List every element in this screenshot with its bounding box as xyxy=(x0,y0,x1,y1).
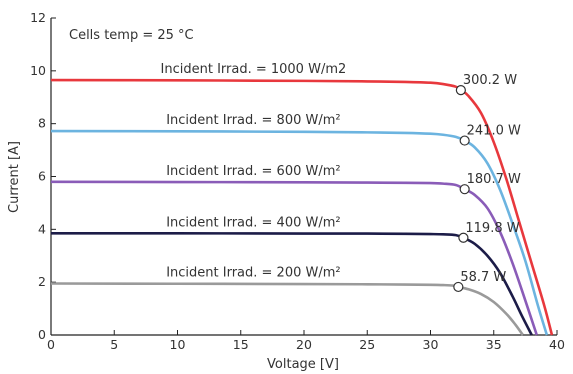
mpp-label-4: 58.7 W xyxy=(460,270,506,285)
x-tick-label: 25 xyxy=(359,337,375,352)
series-lines xyxy=(50,78,554,336)
series-label-2: Incident Irrad. = 600 W/m² xyxy=(166,164,340,179)
x-tick-label: 35 xyxy=(486,337,502,352)
mpp-label-3: 119.8 W xyxy=(465,221,519,236)
x-tick-label: 10 xyxy=(170,337,186,352)
series-label-1: Incident Irrad. = 800 W/m² xyxy=(166,113,340,128)
temperature-annotation: Cells temp = 25 °C xyxy=(69,28,194,43)
x-axis-title: Voltage [V] xyxy=(267,357,339,372)
mpp-marker-2 xyxy=(459,184,470,195)
series-line-2 xyxy=(50,180,538,336)
series-line-1 xyxy=(50,129,549,336)
mpp-label-0: 300.2 W xyxy=(463,73,517,88)
mpp-marker-3 xyxy=(458,232,469,243)
x-tick-label: 5 xyxy=(110,337,118,352)
y-tick-label: 10 xyxy=(30,63,46,78)
y-tick-label: 12 xyxy=(30,10,46,25)
x-tick-label: 40 xyxy=(549,337,565,352)
series-label-3: Incident Irrad. = 400 W/m² xyxy=(166,215,340,230)
y-tick-label: 8 xyxy=(38,116,46,131)
series-line-4 xyxy=(50,282,524,336)
y-tick-label: 2 xyxy=(38,274,46,289)
series-label-4: Incident Irrad. = 200 W/m² xyxy=(166,265,340,280)
x-tick-label: 20 xyxy=(296,337,312,352)
y-tick-label: 4 xyxy=(38,221,46,236)
x-tick-label: 30 xyxy=(423,337,439,352)
y-tick-label: 0 xyxy=(38,327,46,342)
y-axis-title: Current [A] xyxy=(7,141,22,213)
mpp-label-1: 241.0 W xyxy=(467,124,521,139)
x-tick-label: 15 xyxy=(233,337,249,352)
mpp-marker-0 xyxy=(455,85,466,96)
mpp-markers: 300.2 W 241.0 W 180.7 W 119.8 W 58.7 W xyxy=(453,73,521,293)
series-line-3 xyxy=(50,231,533,336)
mpp-marker-1 xyxy=(459,135,470,146)
mpp-marker-4 xyxy=(453,281,464,293)
series-labels: Incident Irrad. = 1000 W/m2 Incident Irra… xyxy=(161,62,347,280)
x-tick-label: 0 xyxy=(47,337,55,352)
mpp-label-2: 180.7 W xyxy=(467,172,521,187)
axes: 0 5 10 15 20 25 30 35 40 0 2 4 6 8 10 12 xyxy=(30,10,565,352)
y-tick-label: 6 xyxy=(38,169,46,184)
series-label-0: Incident Irrad. = 1000 W/m2 xyxy=(161,62,347,77)
